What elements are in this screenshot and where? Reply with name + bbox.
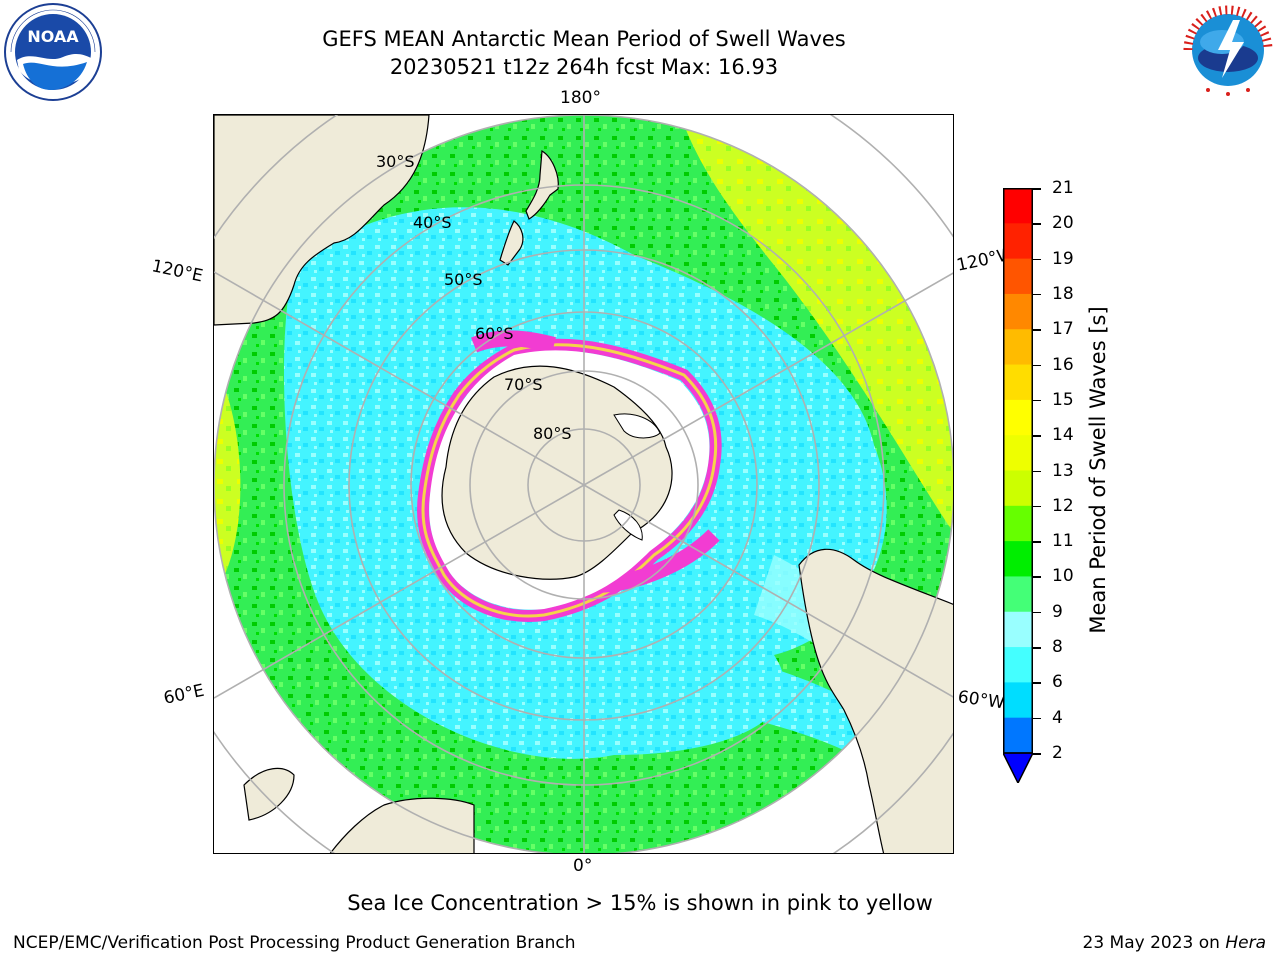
colorbar-tick-mark xyxy=(1033,611,1041,614)
lon-label-120e: 120°E xyxy=(149,256,205,287)
colorbar-tick-mark xyxy=(1033,364,1041,367)
colorbar-band xyxy=(1003,682,1033,719)
lat-label-80s: 80°S xyxy=(533,424,572,443)
colorbar-extension xyxy=(1003,752,1033,783)
svg-text:NOAA: NOAA xyxy=(27,27,79,46)
colorbar-band xyxy=(1003,717,1033,754)
colorbar-band xyxy=(1003,223,1033,260)
colorbar-band xyxy=(1003,399,1033,436)
colorbar-band xyxy=(1003,611,1033,648)
lat-label-70s: 70°S xyxy=(504,375,543,394)
colorbar-tick-mark xyxy=(1033,223,1041,225)
lon-label-60e: 60°E xyxy=(161,680,207,709)
colorbar-tick-mark xyxy=(1033,470,1041,472)
colorbar-tick-mark xyxy=(1033,329,1041,331)
colorbar-band xyxy=(1003,188,1033,224)
colorbar-band xyxy=(1003,470,1033,507)
colorbar-tick-label: 10 xyxy=(1052,566,1074,587)
colorbar-label: Mean Period of Swell Waves [s] xyxy=(1086,306,1110,634)
colorbar-tick-mark xyxy=(1033,188,1041,190)
colorbar-tick-mark xyxy=(1033,435,1041,437)
colorbar-band xyxy=(1003,576,1033,613)
colorbar-tick-label: 4 xyxy=(1052,707,1063,728)
colorbar-tick-mark xyxy=(1033,717,1041,720)
antarctica xyxy=(441,365,673,580)
colorbar-tick-mark xyxy=(1033,399,1041,402)
colorbar-band xyxy=(1003,329,1033,366)
colorbar-tick-label: 19 xyxy=(1052,248,1074,269)
colorbar-tick-label: 11 xyxy=(1052,531,1074,552)
lat-label-30s: 30°S xyxy=(376,152,415,171)
run-date-credit: 23 May 2023 on Hera xyxy=(1083,933,1267,953)
colorbar-tick-mark xyxy=(1033,682,1041,684)
colorbar-tick-label: 14 xyxy=(1052,425,1074,446)
colorbar-tick-label: 17 xyxy=(1052,319,1074,340)
colorbar-band xyxy=(1003,541,1033,577)
colorbar-tick-label: 18 xyxy=(1052,283,1074,304)
colorbar-band xyxy=(1003,293,1033,330)
colorbar-tick-label: 13 xyxy=(1052,460,1074,481)
colorbar-tick-mark xyxy=(1033,753,1041,755)
lat-label-60s: 60°S xyxy=(475,324,514,343)
graticule xyxy=(214,115,953,853)
polar-map-canvas xyxy=(214,115,953,853)
national-weather-service-logo xyxy=(1180,2,1276,98)
colorbar-tick-label: 2 xyxy=(1052,743,1063,763)
colorbar-band xyxy=(1003,258,1033,295)
colorbar-tick-mark xyxy=(1033,541,1041,543)
producer-credit: NCEP/EMC/Verification Post Processing Pr… xyxy=(13,933,576,953)
run-host: Hera xyxy=(1225,933,1266,953)
polar-map xyxy=(213,114,954,854)
lon-label-0: 0° xyxy=(573,856,593,876)
colorbar-band xyxy=(1003,505,1033,542)
colorbar-tick-mark xyxy=(1033,258,1041,261)
sea-ice-note: Sea Ice Concentration > 15% is shown in … xyxy=(347,891,933,915)
noaa-logo: NOAA xyxy=(4,3,102,101)
colorbar-band xyxy=(1003,435,1033,471)
run-date: 23 May 2023 on xyxy=(1082,933,1226,953)
lon-label-180: 180° xyxy=(560,88,601,108)
colorbar-tick-mark xyxy=(1033,505,1041,508)
colorbar-tick-label: 21 xyxy=(1052,178,1074,198)
colorbar-tick-label: 15 xyxy=(1052,389,1074,410)
chart-subtitle: 20230521 t12z 264h fcst Max: 16.93 xyxy=(389,55,779,79)
lon-label-60w: 60°W xyxy=(956,687,1006,714)
colorbar-tick-label: 9 xyxy=(1052,601,1063,622)
colorbar-tick-label: 16 xyxy=(1052,354,1074,375)
colorbar-tick-label: 20 xyxy=(1052,213,1074,234)
lat-label-50s: 50°S xyxy=(444,270,483,289)
colorbar xyxy=(1003,188,1033,783)
colorbar-tick-label: 8 xyxy=(1052,637,1063,658)
colorbar-tick-mark xyxy=(1033,647,1041,649)
lat-label-40s: 40°S xyxy=(413,213,452,232)
colorbar-tick-mark xyxy=(1033,293,1041,296)
colorbar-band xyxy=(1003,647,1033,683)
chart-title: GEFS MEAN Antarctic Mean Period of Swell… xyxy=(322,27,846,51)
colorbar-tick-label: 6 xyxy=(1052,672,1063,693)
colorbar-tick-label: 12 xyxy=(1052,495,1074,516)
colorbar-band xyxy=(1003,364,1033,401)
colorbar-tick-mark xyxy=(1033,576,1041,578)
